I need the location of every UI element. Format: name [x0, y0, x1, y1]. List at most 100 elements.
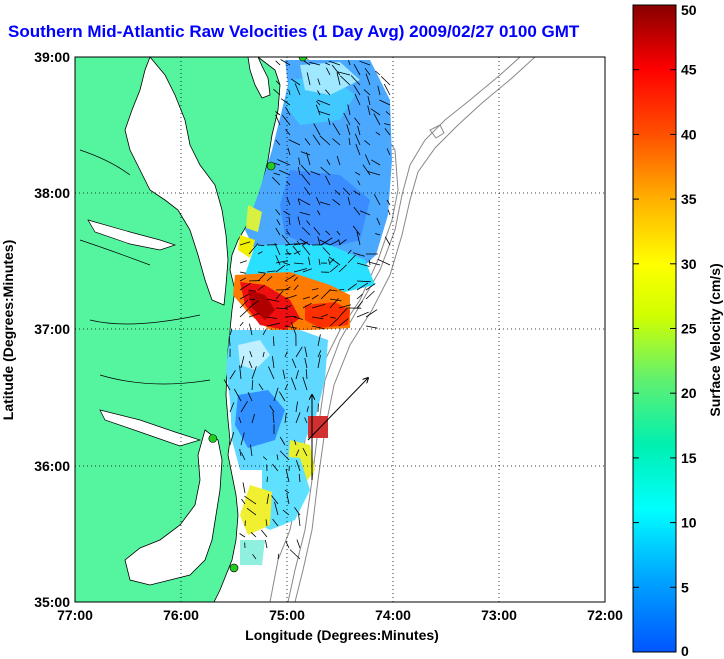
velocity-vector — [248, 360, 253, 369]
velocity-vector — [262, 328, 267, 336]
velocity-vector — [338, 289, 345, 291]
velocity-vector — [306, 406, 309, 413]
velocity-vector — [294, 439, 297, 446]
velocity-vector — [337, 71, 351, 76]
velocity-vector — [352, 225, 361, 236]
velocity-vector — [311, 303, 326, 309]
velocity-vector — [279, 450, 290, 461]
velocity-vector — [240, 432, 245, 446]
colorbar-tick-label: 50 — [681, 2, 697, 18]
velocity-vector — [239, 321, 244, 327]
velocity-vector — [367, 171, 381, 176]
velocity-vector — [289, 549, 301, 560]
velocity-vector — [229, 370, 236, 380]
velocity-vector — [338, 307, 348, 318]
velocity-vector — [317, 210, 321, 216]
velocity-vector — [266, 270, 276, 273]
velocity-vector — [295, 412, 301, 424]
velocity-vector — [363, 89, 371, 96]
velocity-vector — [329, 289, 338, 292]
velocity-vector — [325, 175, 331, 186]
velocity-vector — [293, 284, 299, 291]
velocity-vector — [328, 256, 341, 266]
velocity-vector — [291, 358, 297, 369]
velocity-vector — [239, 241, 251, 246]
x-tick-label: 74:00 — [375, 607, 411, 623]
velocity-vector — [302, 448, 308, 457]
velocity-vector — [290, 322, 297, 336]
velocity-vector — [365, 283, 376, 291]
velocity-vector — [356, 300, 363, 309]
velocity-vector — [229, 402, 235, 413]
velocity-vector — [271, 495, 279, 505]
velocity-vector — [302, 296, 311, 300]
colorbar-label: Surface Velocity (cm/s) — [707, 263, 723, 416]
velocity-vector — [317, 350, 322, 358]
velocity-vector — [223, 379, 231, 391]
velocity-vector — [239, 277, 247, 282]
velocity-vector — [279, 169, 291, 176]
velocity-vector — [284, 351, 288, 358]
velocity-vector — [385, 111, 391, 116]
velocity-vector — [306, 220, 311, 226]
velocity-vector — [298, 198, 311, 206]
velocity-vector — [280, 98, 291, 106]
velocity-vector — [247, 392, 253, 402]
velocity-vector — [357, 180, 361, 186]
velocity-vector — [275, 255, 281, 266]
velocity-vector — [281, 114, 291, 126]
velocity-vector — [318, 258, 321, 266]
colorbar-tick-label: 40 — [681, 126, 697, 142]
velocity-vector — [343, 112, 351, 126]
velocity-vector — [328, 118, 331, 126]
river-3 — [99, 409, 202, 447]
velocity-vector — [356, 282, 369, 291]
velocity-vector — [239, 282, 252, 291]
velocity-vector — [336, 230, 341, 236]
velocity-vector — [317, 354, 321, 369]
velocity-vector — [272, 356, 275, 369]
velocity-vector — [295, 370, 299, 380]
velocity-vector — [241, 498, 246, 505]
chesapeake-bay — [124, 57, 229, 306]
x-tick-label: 72:00 — [587, 607, 623, 623]
reference-arrow-1 — [307, 378, 368, 441]
velocity-vector — [277, 553, 280, 560]
velocity-vector — [279, 436, 286, 446]
velocity-vector — [356, 280, 371, 283]
velocity-vector — [354, 117, 361, 126]
velocity-vector — [273, 336, 275, 347]
velocity-vector — [287, 147, 291, 156]
velocity-vector — [336, 72, 341, 86]
velocity-vector — [356, 262, 370, 267]
velocity-vector — [293, 250, 301, 255]
velocity-vector — [238, 416, 242, 424]
velocity-vector — [311, 294, 319, 300]
velocity-vector — [329, 317, 340, 327]
velocity-vector — [266, 322, 281, 327]
velocity-vector — [315, 104, 321, 116]
velocity-vector — [332, 122, 341, 136]
velocity-vector — [365, 73, 371, 86]
velocity-vector — [365, 290, 375, 300]
velocity-vector — [248, 300, 259, 309]
velocity-vector — [286, 196, 291, 206]
y-tick-label: 38:00 — [34, 185, 70, 201]
velocity-vector — [329, 240, 339, 246]
velocity-vector — [271, 176, 281, 186]
velocity-vector — [295, 401, 298, 413]
velocity-vector — [260, 529, 268, 538]
velocity-vector — [290, 377, 297, 391]
velocity-vector — [258, 383, 264, 391]
velocity-vector — [383, 83, 391, 96]
velocity-vector — [284, 286, 291, 291]
velocity-vector — [241, 452, 246, 461]
velocity-field — [226, 60, 392, 565]
velocity-vector — [304, 358, 308, 369]
velocity-vector — [317, 90, 321, 96]
velocity-vector — [248, 289, 256, 292]
station-1-marker — [298, 57, 308, 62]
velocity-vector — [275, 264, 286, 273]
velocity-vector — [364, 154, 371, 166]
velocity-vector — [304, 187, 311, 196]
